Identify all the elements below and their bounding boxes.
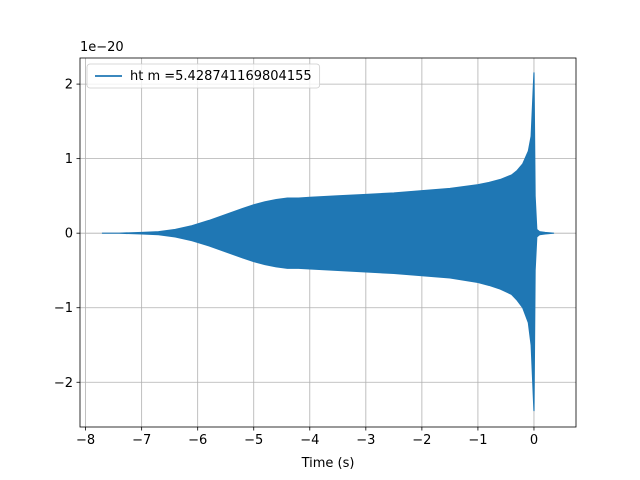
plot-frame <box>79 57 577 428</box>
axes-layer <box>79 57 577 428</box>
x-tick-label: −7 <box>132 433 151 448</box>
ticks-layer: −8 −7 −6 −5 −4 −3 −2 −1 0 −2 −1 0 1 2 <box>54 78 538 448</box>
x-tick-label: −4 <box>300 433 319 448</box>
y-tick-label: 1 <box>65 152 73 167</box>
legend-box <box>86 63 321 89</box>
legend-entry-label: ht m =5.428741169804155 <box>130 69 312 84</box>
x-tick-label: −3 <box>356 433 375 448</box>
y-tick-label: 0 <box>65 227 73 242</box>
series-waveform <box>101 72 555 412</box>
x-tick-label: −1 <box>468 433 487 448</box>
y-tick-label: −1 <box>54 301 73 316</box>
y-tick-label: −2 <box>54 376 73 391</box>
y-offset-label: 1e−20 <box>80 40 124 55</box>
x-tick-label: −5 <box>244 433 263 448</box>
x-tick-label: 0 <box>530 433 538 448</box>
x-tick-label: −6 <box>188 433 207 448</box>
data-layer <box>101 72 555 412</box>
x-tick-label: −2 <box>412 433 431 448</box>
x-tick-label: −8 <box>76 433 95 448</box>
y-tick-label: 2 <box>65 78 73 93</box>
x-axis-label: Time (s) <box>301 456 355 471</box>
legend: ht m =5.428741169804155 <box>86 63 321 89</box>
